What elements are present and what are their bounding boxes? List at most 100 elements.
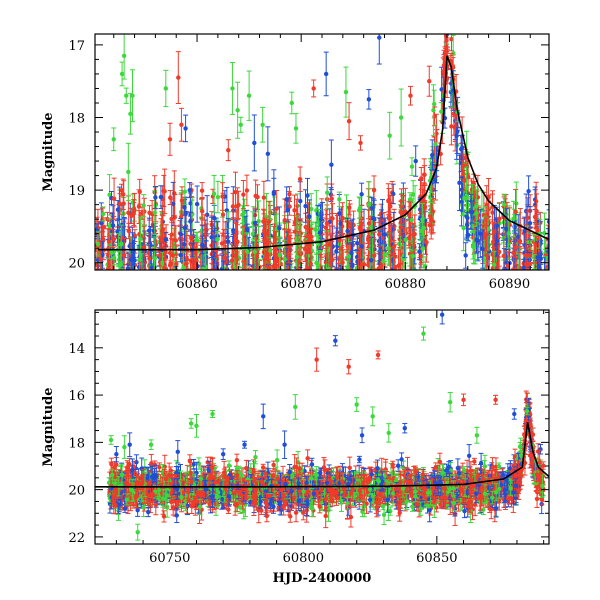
data-point	[496, 249, 501, 255]
data-point	[381, 218, 387, 223]
data-point	[538, 282, 542, 286]
data-point	[255, 194, 260, 200]
data-point	[511, 250, 516, 255]
data-point	[538, 256, 543, 261]
data-point	[120, 283, 124, 287]
data-point	[266, 284, 270, 288]
data-point	[161, 288, 165, 292]
data-point	[161, 272, 165, 276]
data-point	[271, 189, 277, 195]
data-point	[125, 266, 131, 270]
data-point	[108, 271, 112, 275]
data-point	[229, 258, 235, 263]
data-point	[344, 216, 349, 222]
data-point	[119, 276, 123, 280]
data-point	[226, 294, 230, 298]
data-point	[376, 266, 381, 270]
data-point	[254, 284, 258, 288]
data-point	[266, 275, 270, 279]
data-point	[525, 215, 530, 221]
data-point	[215, 194, 221, 200]
data-point	[183, 271, 187, 275]
data-point	[327, 287, 331, 291]
data-point	[536, 285, 540, 289]
data-point	[419, 176, 424, 181]
data-point	[434, 131, 439, 136]
data-point	[324, 262, 330, 268]
data-point	[334, 249, 339, 254]
data-point	[359, 271, 363, 275]
data-point	[282, 271, 286, 275]
data-point	[223, 284, 227, 288]
data-point	[526, 189, 531, 194]
data-point	[117, 274, 121, 278]
data-point	[534, 208, 539, 214]
data-point	[132, 207, 137, 213]
data-point	[152, 278, 156, 282]
data-point	[513, 209, 518, 215]
data-point	[182, 189, 188, 194]
data-point	[345, 278, 349, 282]
data-point	[542, 278, 546, 282]
data-point	[99, 220, 104, 226]
data-point	[119, 275, 123, 279]
data-point	[392, 265, 398, 270]
data-point	[158, 194, 164, 200]
data-point	[546, 294, 550, 298]
data-point	[174, 261, 179, 267]
data-point	[211, 254, 217, 260]
data-point	[454, 133, 459, 139]
data-point	[100, 252, 105, 258]
data-point	[179, 198, 185, 203]
data-point	[136, 204, 142, 209]
data-point	[106, 275, 110, 279]
data-point	[194, 201, 200, 207]
data-point	[171, 243, 176, 249]
data-point	[287, 204, 292, 209]
data-point	[210, 294, 214, 298]
data-point	[339, 274, 343, 278]
data-point	[226, 293, 230, 297]
data-point	[221, 255, 226, 261]
data-point	[101, 211, 106, 217]
data-point	[298, 198, 303, 204]
data-point	[464, 222, 470, 228]
data-point	[545, 287, 549, 291]
data-point	[410, 192, 416, 197]
data-point	[274, 273, 278, 277]
data-point	[537, 292, 541, 296]
data-point	[439, 109, 444, 114]
data-point	[381, 236, 387, 241]
data-point	[371, 215, 376, 221]
data-point	[497, 216, 502, 221]
data-point	[220, 281, 224, 285]
data-point	[549, 219, 553, 223]
data-point	[538, 274, 542, 278]
data-point	[349, 283, 353, 287]
data-point	[329, 216, 335, 221]
data-point	[109, 279, 113, 283]
data-point	[126, 228, 132, 234]
data-point	[355, 305, 359, 309]
data-point	[432, 101, 437, 107]
data-point	[356, 272, 360, 276]
data-point	[513, 245, 518, 251]
data-point	[328, 276, 332, 280]
data-point	[277, 225, 282, 231]
data-point	[234, 279, 238, 283]
data-point	[458, 146, 464, 152]
data-point	[106, 239, 112, 244]
data-point	[359, 192, 364, 197]
data-point	[111, 280, 115, 284]
data-point	[252, 273, 256, 277]
data-point	[357, 205, 363, 211]
data-point	[261, 195, 267, 200]
top-data-points	[95, 34, 553, 309]
data-point	[231, 229, 236, 235]
data-point	[219, 241, 225, 246]
data-point	[96, 280, 100, 284]
data-point	[119, 187, 124, 193]
data-point	[231, 284, 235, 288]
